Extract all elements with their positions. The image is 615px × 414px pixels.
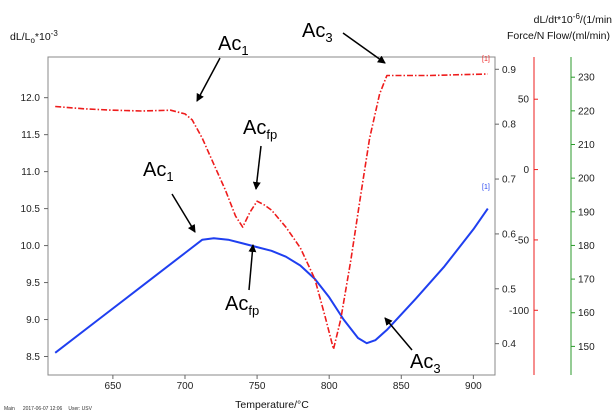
x-tick-label: 750	[249, 381, 266, 392]
y-right2-tick-label: -100	[509, 306, 529, 317]
svg-text:Acfp: Acfp	[225, 293, 259, 318]
y-right1-tick-label: 0.8	[502, 120, 516, 131]
series-blue-line	[54, 208, 489, 354]
right-axis-3-title: Flow/(ml/min)	[547, 30, 610, 42]
y-right3-tick-label: 230	[578, 73, 595, 84]
annotation-acfp-blue: Acfp	[225, 244, 259, 318]
y-right3-tick-label: 180	[578, 241, 595, 252]
y-right2-tick-label: 50	[518, 95, 530, 106]
right-axis-2-title: Force/N	[507, 30, 544, 42]
series-red-line	[55, 73, 488, 350]
y-left-tick-label: 8.5	[26, 352, 40, 363]
x-tick-label: 650	[105, 381, 122, 392]
y-right3-tick-label: 200	[578, 174, 595, 185]
y-right1-tick-label: 0.6	[502, 229, 516, 240]
y-left-tick-label: 10.5	[21, 204, 41, 215]
y-right1-tick-label: 0.9	[502, 65, 516, 76]
y-left-tick-label: 12.0	[21, 93, 41, 104]
x-tick-label: 900	[465, 381, 482, 392]
y-left-tick-label: 10.0	[21, 241, 41, 252]
x-axis-title: Temperature/°C	[235, 399, 309, 411]
plot-frame	[47, 56, 496, 376]
y-right3-tick-label: 210	[578, 140, 595, 151]
svg-text:Acfp: Acfp	[243, 117, 277, 142]
y-right3-tick-label: 220	[578, 106, 595, 117]
tick-layer: 650 700 750 800 850 900 8.5 9.0 9.5 10.0 10.5 11.0 1…	[21, 65, 596, 392]
series-layer	[54, 73, 489, 354]
y-left-tick-label: 9.0	[26, 315, 40, 326]
annotation-ac3-blue: Ac3	[384, 317, 441, 376]
left-axis-title: dL/Lo*10-3	[10, 29, 58, 45]
blue-curve-end-marker: [1]	[482, 184, 490, 191]
x-tick-label: 800	[321, 381, 338, 392]
y-left-tick-label: 11.5	[21, 130, 40, 141]
y-right2-tick-label: -50	[515, 235, 530, 246]
annotation-ac1-blue: Ac1	[143, 159, 196, 233]
y-left-tick-label: 11.0	[21, 167, 40, 178]
y-left-tick-label: 9.5	[26, 278, 40, 289]
annotation-acfp-red: Acfp	[243, 117, 277, 190]
y-right1-tick-label: 0.5	[502, 284, 516, 295]
x-tick-label: 850	[393, 381, 410, 392]
y-right2-tick-label: 0	[523, 165, 529, 176]
y-right3-tick-label: 190	[578, 207, 595, 218]
svg-text:Ac1: Ac1	[143, 159, 174, 184]
svg-text:Ac3: Ac3	[410, 351, 441, 376]
y-right3-tick-label: 170	[578, 275, 595, 286]
y-right3-tick-label: 150	[578, 342, 595, 353]
y-right1-tick-label: 0.7	[502, 175, 516, 186]
footer-info: Main 2017-06-07 12:06 User: USV	[4, 406, 93, 412]
y-right3-tick-label: 160	[578, 308, 595, 319]
x-tick-label: 700	[177, 381, 194, 392]
svg-text:Ac1: Ac1	[218, 33, 249, 58]
svg-text:Ac3: Ac3	[302, 20, 333, 45]
annotation-ac3-red: Ac3	[302, 20, 386, 64]
red-curve-end-marker: [1]	[482, 56, 490, 63]
annotation-ac1-red: Ac1	[196, 33, 249, 102]
right-axis-1-title: dL/dt*10-6/(1/min	[534, 12, 613, 26]
y-right1-tick-label: 0.4	[502, 339, 516, 350]
